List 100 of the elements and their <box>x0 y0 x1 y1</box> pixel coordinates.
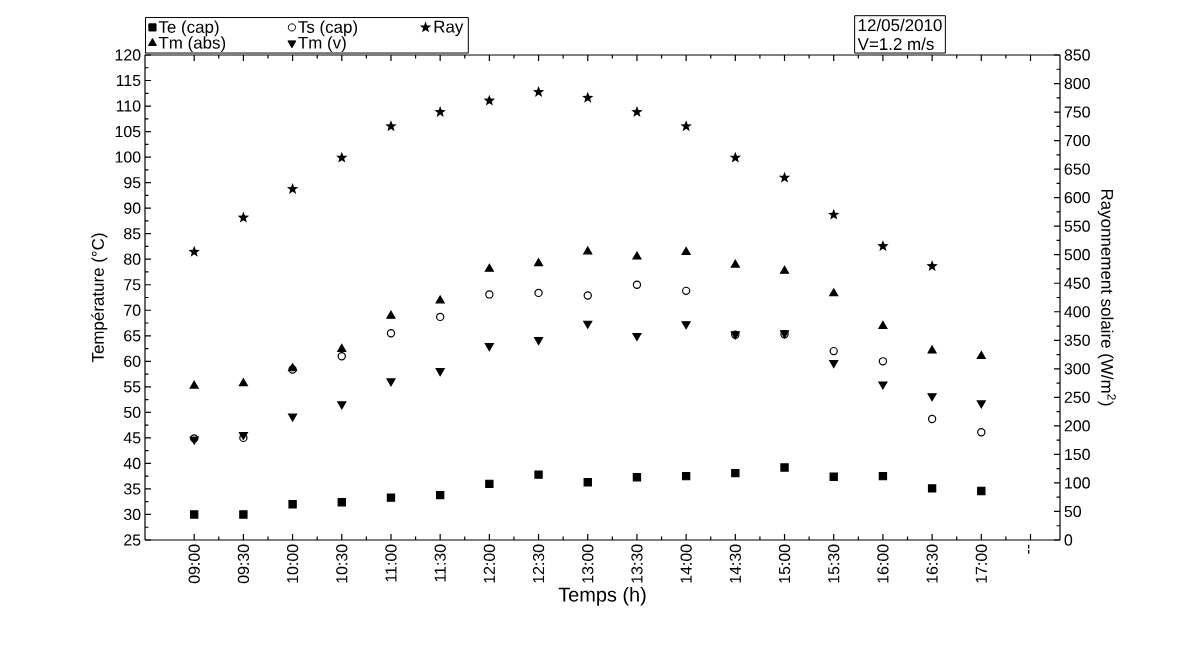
point <box>632 251 642 260</box>
point <box>829 472 838 481</box>
x-tick-label: 13:00 <box>582 544 594 583</box>
y-tick-label: 120 <box>115 49 141 61</box>
x-axis-title: Temps (h) <box>558 587 646 606</box>
point <box>583 246 593 255</box>
y-tick-label: 30 <box>123 508 141 521</box>
y2-tick-label: 400 <box>1064 306 1090 318</box>
point <box>386 378 396 387</box>
point <box>927 345 937 354</box>
point <box>878 472 888 481</box>
x-tick-label: 09:00 <box>188 544 200 584</box>
point <box>878 357 888 366</box>
point <box>188 245 200 257</box>
point <box>681 246 691 255</box>
point <box>680 120 692 132</box>
y2-tick-label: 750 <box>1064 106 1090 118</box>
text: 12/05/2010 <box>858 18 942 32</box>
y2-tick-label: 350 <box>1064 334 1090 346</box>
y2-tick-label: 50 <box>1064 505 1082 518</box>
point <box>779 265 790 274</box>
y2-tick-label: 850 <box>1064 49 1090 61</box>
point <box>483 94 496 106</box>
x-tick-label: 10:00 <box>286 544 299 583</box>
y2-tick-label: 700 <box>1064 134 1090 147</box>
y2-tick-label: 150 <box>1065 448 1090 461</box>
point <box>337 401 347 410</box>
x-tick-label: 12:00 <box>483 544 495 583</box>
point <box>288 413 298 422</box>
point <box>534 288 543 298</box>
point <box>583 320 593 329</box>
y-tick-label: 75 <box>124 279 141 291</box>
x-tick-label: 14:00 <box>680 544 692 583</box>
x-tick-label: 09:30 <box>237 544 250 584</box>
point <box>533 258 544 267</box>
point <box>926 260 938 271</box>
x-tick-label: 11:30 <box>434 544 446 582</box>
x-tick-label: -- <box>1028 544 1030 554</box>
point <box>878 381 888 390</box>
point <box>238 378 248 387</box>
y-axis-title: Température (°C) <box>91 233 108 363</box>
point <box>336 151 348 163</box>
x-tick-label: 15:30 <box>828 544 840 583</box>
y-tick-label: 90 <box>124 202 141 214</box>
y-tick-label: 80 <box>124 253 141 265</box>
point <box>829 288 839 297</box>
point <box>632 332 642 341</box>
x-tick-label: 16:00 <box>877 544 889 583</box>
point <box>435 295 445 304</box>
point <box>386 493 396 502</box>
x-tick-label: 11:00 <box>385 544 397 582</box>
point <box>583 478 592 487</box>
point <box>237 211 250 223</box>
point <box>829 346 838 356</box>
x-tick-label: 15:00 <box>778 544 791 583</box>
y2-tick-label: 200 <box>1064 420 1090 432</box>
point <box>484 263 494 272</box>
y-tick-label: 45 <box>123 432 141 444</box>
point <box>681 321 691 330</box>
point <box>435 490 445 500</box>
point <box>337 498 346 507</box>
y2-tick-label: 0 <box>1064 534 1073 546</box>
y-tick-label: 115 <box>116 74 141 87</box>
y-tick-label: 70 <box>124 304 141 316</box>
y-tick-label: 85 <box>124 228 141 240</box>
point <box>730 259 740 268</box>
point <box>632 280 642 289</box>
text: V=1.2 m/s <box>857 37 934 51</box>
y-tick-label: 50 <box>123 406 141 419</box>
point <box>582 91 594 103</box>
point <box>829 359 839 369</box>
x-tick-label: 10:30 <box>336 544 348 583</box>
y2-tick-label: 450 <box>1064 277 1090 289</box>
y2-tick-label: 100 <box>1065 477 1090 489</box>
y2-tick-label: 800 <box>1064 77 1090 90</box>
point <box>780 463 789 472</box>
point <box>288 500 297 509</box>
point <box>778 171 791 183</box>
point <box>631 106 643 117</box>
y-tick-label: 55 <box>123 381 141 393</box>
point <box>337 343 347 352</box>
y-tick-label: 65 <box>124 330 141 342</box>
point <box>385 120 397 132</box>
point <box>485 290 494 299</box>
point <box>681 286 691 296</box>
point <box>632 473 642 482</box>
point <box>731 468 740 478</box>
y-tick-label: 100 <box>115 151 141 163</box>
legend-label: Ray <box>434 20 464 36</box>
y2-axis-title: Rayonnement solaire (W/m$^{2}$) <box>1097 189 1116 406</box>
point <box>977 486 986 496</box>
y-tick-label: 40 <box>123 457 141 470</box>
point <box>484 343 494 352</box>
point <box>877 240 889 251</box>
y-tick-label: 35 <box>123 483 141 495</box>
legend-label: Te (cap) <box>158 20 219 37</box>
y2-tick-label: 250 <box>1064 391 1090 403</box>
point <box>435 368 445 377</box>
point <box>386 329 396 338</box>
point <box>729 151 742 163</box>
